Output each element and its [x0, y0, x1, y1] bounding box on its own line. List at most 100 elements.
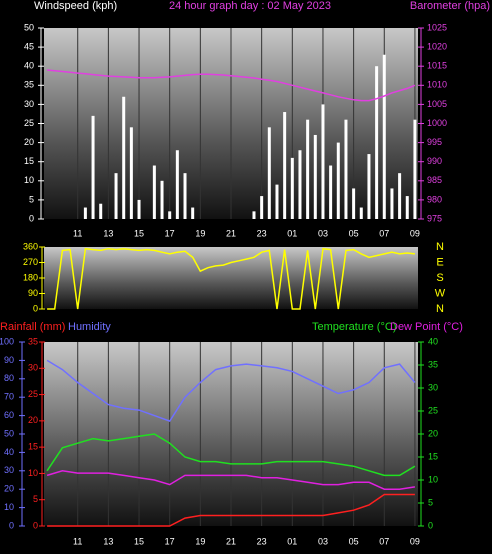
- x-tick-label: 05: [349, 536, 359, 546]
- x-tick-label: 01: [287, 228, 297, 238]
- series-line: [46, 359, 416, 423]
- x-tick-label: 21: [226, 536, 236, 546]
- y-tick-label: 25: [28, 389, 38, 399]
- x-tick-label: 11: [73, 536, 82, 546]
- x-tick-label: 23: [257, 228, 267, 238]
- y-tick-label: 990: [427, 156, 442, 166]
- x-tick-label: 13: [103, 228, 113, 238]
- bar: [137, 199, 141, 219]
- y-tick-label: 60: [4, 410, 14, 420]
- y-tick-label: 30: [24, 99, 34, 109]
- x-tick-label: 21: [226, 228, 236, 238]
- bar: [114, 173, 118, 219]
- y-tick-label: 100: [0, 336, 14, 346]
- y-tick-label: 25: [428, 405, 438, 415]
- bar: [160, 180, 164, 219]
- legend-label: Humidity: [68, 321, 111, 333]
- bar: [413, 119, 417, 219]
- y-tick-label: 50: [24, 22, 34, 32]
- bar: [405, 196, 409, 219]
- bar: [375, 66, 379, 219]
- direction-label: S: [436, 272, 443, 284]
- y-tick-label: 0: [9, 520, 14, 530]
- y-tick-label: 5: [428, 497, 433, 507]
- series-line: [46, 470, 416, 490]
- x-tick-label: 09: [410, 228, 420, 238]
- series-line: [46, 433, 416, 477]
- x-tick-label: 11: [73, 228, 82, 238]
- x-tick-label: 03: [318, 228, 328, 238]
- bar: [267, 127, 271, 219]
- plot-area: [44, 247, 418, 309]
- y-tick-label: 25: [24, 118, 34, 128]
- y-tick-label: 20: [28, 415, 38, 425]
- y-tick-label: 0: [33, 303, 38, 313]
- bar: [191, 207, 195, 219]
- y-tick-label: 50: [4, 428, 14, 438]
- x-tick-label: 07: [379, 536, 389, 546]
- bar: [91, 115, 95, 219]
- x-tick-label: 23: [257, 536, 267, 546]
- x-tick-label: 15: [134, 536, 144, 546]
- bar: [367, 154, 371, 219]
- y-tick-label: 20: [24, 137, 34, 147]
- bar: [313, 134, 317, 219]
- x-tick-label: 19: [195, 228, 205, 238]
- y-tick-label: 20: [428, 428, 438, 438]
- x-tick-label: 17: [165, 228, 175, 238]
- y2-axis-label: Barometer (hpa): [410, 0, 490, 12]
- x-tick-label: 09: [410, 536, 420, 546]
- x-tick-label: 17: [165, 536, 175, 546]
- bar: [298, 150, 302, 219]
- y-tick-label: 35: [24, 80, 34, 90]
- bar: [390, 188, 394, 219]
- x-tick-label: 05: [349, 228, 359, 238]
- y-tick-label: 10: [28, 468, 38, 478]
- bar: [321, 104, 325, 219]
- y-tick-label: 985: [427, 175, 442, 185]
- y-tick-label: 995: [427, 137, 442, 147]
- y-tick-label: 980: [427, 194, 442, 204]
- y-tick-label: 1025: [427, 22, 447, 32]
- y-tick-label: 270: [23, 257, 38, 267]
- y-tick-label: 1020: [427, 41, 447, 51]
- y-tick-label: 35: [28, 336, 38, 346]
- y-tick-label: 10: [428, 474, 438, 484]
- series-line: [47, 247, 415, 310]
- direction-label: N: [436, 241, 444, 253]
- y-tick-label: 1010: [427, 80, 447, 90]
- x-tick-label: 01: [287, 536, 297, 546]
- bar: [336, 142, 340, 219]
- y-tick-label: 90: [28, 288, 38, 298]
- y-tick-label: 70: [4, 392, 14, 402]
- y-tick-label: 975: [427, 213, 442, 223]
- y-tick-label: 35: [428, 359, 438, 369]
- y-tick-label: 0: [29, 213, 34, 223]
- y-tick-label: 20: [4, 484, 14, 494]
- x-tick-label: 03: [318, 536, 328, 546]
- series-line: [47, 69, 416, 102]
- direction-label: N: [436, 303, 444, 315]
- y-tick-label: 40: [428, 336, 438, 346]
- direction-label: W: [435, 287, 446, 299]
- bar: [382, 54, 386, 219]
- bar: [359, 207, 363, 219]
- y-tick-label: 15: [28, 442, 38, 452]
- bar: [344, 119, 348, 219]
- x-tick-label: 19: [195, 536, 205, 546]
- bar: [152, 165, 156, 219]
- bar: [283, 112, 287, 219]
- bar: [129, 127, 133, 219]
- y-tick-label: 180: [23, 272, 38, 282]
- bar: [183, 173, 187, 219]
- y-tick-label: 1005: [427, 99, 447, 109]
- bar: [83, 207, 87, 219]
- legend-label: Dew Point (°C): [390, 321, 463, 333]
- x-tick-label: 07: [379, 228, 389, 238]
- series-line: [47, 493, 415, 527]
- bar: [306, 119, 310, 219]
- y-tick-label: 0: [428, 520, 433, 530]
- bar: [260, 196, 264, 219]
- direction-label: E: [436, 256, 443, 268]
